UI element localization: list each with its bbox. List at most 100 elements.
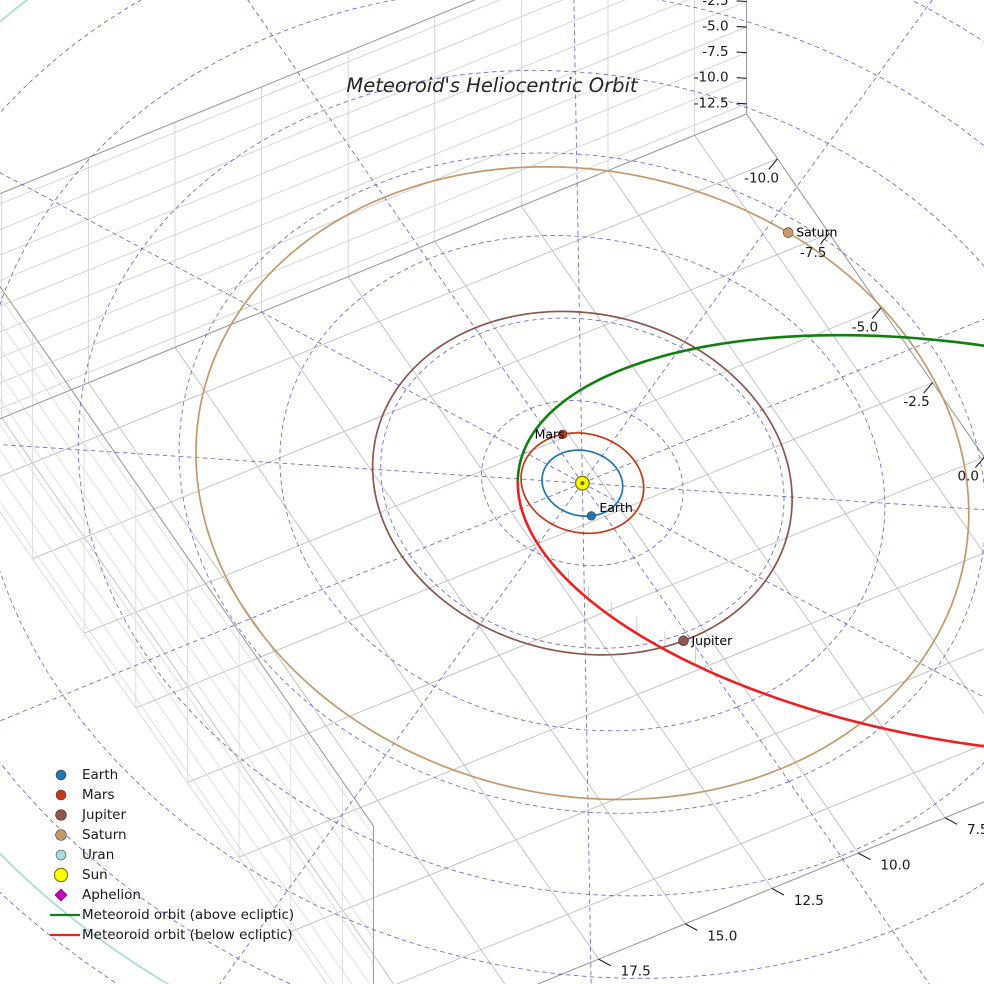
- tick-mark: [771, 887, 785, 896]
- orbit-path-jupiter: [371, 310, 793, 656]
- z-tick-label: -12.5: [694, 95, 729, 111]
- legend-circle-icon: [55, 769, 67, 781]
- legend-item[interactable]: Meteoroid orbit (below ecliptic): [50, 927, 293, 943]
- grid-line: [746, 113, 984, 458]
- tick-mark: [684, 923, 698, 931]
- tick-mark: [974, 456, 984, 469]
- planet-marker-mars[interactable]: [557, 429, 568, 439]
- grid-line: [0, 77, 747, 384]
- axis-ticks: 7.55.02.50.0-2.5-5.0-7.5-10.0-12.5-10.0-…: [598, 0, 984, 980]
- orbit-path-earth: [541, 449, 624, 517]
- grid-line: [0, 296, 374, 837]
- legend-item[interactable]: Jupiter: [55, 807, 127, 823]
- legend-label: Jupiter: [81, 807, 126, 823]
- saturn-label: Saturn: [796, 225, 837, 240]
- polar-spoke: [247, 0, 583, 484]
- grid-line: [0, 398, 374, 939]
- legend-circle-icon: [55, 849, 67, 861]
- planet-marker-earth[interactable]: [586, 511, 596, 521]
- x-tick-label: -10.0: [744, 170, 779, 186]
- meteoroid-orbit-below: [516, 478, 984, 748]
- grid-line: [0, 26, 747, 333]
- legend-label: Sun: [82, 867, 108, 883]
- tick-mark: [768, 158, 778, 170]
- tick-mark: [858, 852, 871, 861]
- legend-label: Uran: [82, 847, 114, 863]
- legend: Earth Mars Jupiter Saturn Uran Sun Aphelion Met…: [50, 767, 294, 943]
- x-tick-label: 0.0: [957, 469, 978, 485]
- polar-spoke: [573, 0, 583, 484]
- grid-line: [0, 372, 374, 914]
- legend-label: Meteoroid orbit (above ecliptic): [82, 907, 294, 923]
- tick-mark: [736, 51, 747, 54]
- legend-item[interactable]: Sun: [53, 867, 108, 883]
- tick-mark: [598, 958, 611, 967]
- grid-line: [694, 135, 984, 554]
- grid-line: [0, 0, 627, 256]
- mars-label: Mars: [535, 426, 565, 441]
- legend-item[interactable]: Uran: [55, 847, 114, 863]
- legend-circle-icon: [55, 809, 67, 821]
- orbit-path-mars: [520, 432, 645, 535]
- y-tick-label: 15.0: [707, 928, 737, 944]
- planet-marker-jupiter[interactable]: [678, 635, 689, 647]
- legend-circle-icon: [55, 789, 67, 801]
- grid-line: [0, 285, 374, 827]
- z-tick-label: -2.5: [702, 0, 728, 9]
- grid-line: [0, 0, 564, 230]
- grid-line: [0, 113, 747, 420]
- legend-label: Mars: [82, 787, 115, 803]
- legend-item[interactable]: Aphelion: [54, 887, 141, 903]
- grid-line: [0, 475, 353, 984]
- grid-line: [88, 382, 506, 984]
- polar-spoke: [0, 444, 583, 484]
- legend-item[interactable]: Mars: [55, 787, 115, 803]
- x-tick-label: -7.5: [800, 245, 826, 261]
- z-tick-label: -7.5: [702, 44, 728, 60]
- grid-line: [0, 321, 374, 863]
- tick-mark: [819, 233, 830, 245]
- jupiter-label: Jupiter: [690, 633, 733, 648]
- grid-line: [607, 170, 984, 715]
- z-tick-label: -5.0: [702, 19, 728, 35]
- tick-mark: [871, 307, 882, 319]
- tick-mark: [736, 0, 747, 3]
- legend-item[interactable]: Meteoroid orbit (above ecliptic): [50, 907, 294, 923]
- meteoroid-orbit: [516, 333, 984, 748]
- legend-item[interactable]: Earth: [55, 767, 118, 783]
- y-tick-label: 7.5: [967, 822, 984, 838]
- grid-line: [174, 347, 599, 960]
- y-tick-label: 12.5: [794, 893, 824, 909]
- legend-label: Earth: [82, 767, 118, 783]
- grid-line: [0, 0, 501, 205]
- planet-marker-saturn[interactable]: [782, 227, 794, 238]
- y-tick-label: 17.5: [621, 964, 651, 980]
- legend-item[interactable]: Saturn: [55, 827, 127, 843]
- legend-diamond-icon: [54, 888, 68, 902]
- legend-label: Aphelion: [82, 887, 141, 903]
- grid-line: [521, 205, 946, 818]
- sun-core-icon: [580, 481, 585, 486]
- grid-line: [0, 0, 689, 282]
- grid-line: [0, 500, 335, 984]
- tick-mark: [944, 817, 958, 825]
- legend-label: Meteoroid orbit (below ecliptic): [82, 927, 293, 943]
- z-tick-label: -10.0: [694, 70, 729, 86]
- polar-spoke: [582, 482, 930, 984]
- grid-line: [0, 449, 371, 984]
- grid-line: [347, 276, 773, 889]
- grid-line: [434, 241, 859, 854]
- grid-line: [0, 103, 747, 410]
- tick-mark: [736, 77, 747, 79]
- grid-line: [0, 424, 374, 965]
- legend-circle-icon: [53, 867, 69, 883]
- x-tick-label: -5.0: [852, 320, 878, 336]
- polar-spoke: [581, 483, 592, 984]
- grid-line: [0, 1, 747, 307]
- grid-line: [536, 801, 984, 984]
- tick-mark: [736, 25, 747, 28]
